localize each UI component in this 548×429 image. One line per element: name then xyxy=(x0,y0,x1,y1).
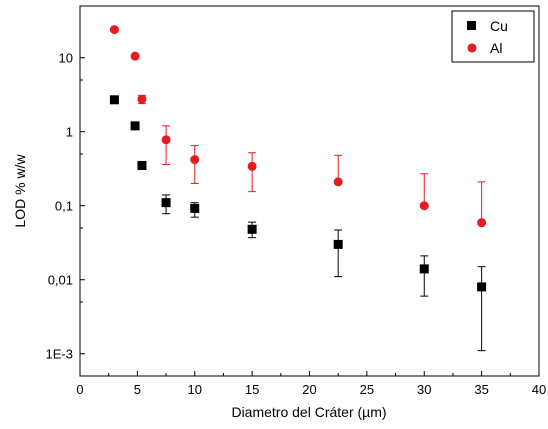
data-point-cu xyxy=(137,160,147,170)
y-tick-label: 1E-3 xyxy=(46,347,73,362)
data-point-al xyxy=(161,135,171,145)
series-al xyxy=(109,25,487,228)
series-layer xyxy=(109,25,487,352)
x-tick-label: 30 xyxy=(417,382,431,397)
x-axis-label: Diametro del Cráter (µm) xyxy=(231,404,386,420)
data-point-cu xyxy=(247,224,257,234)
x-tick-label: 0 xyxy=(76,382,83,397)
data-point-cu xyxy=(190,203,200,213)
data-point-al xyxy=(137,94,147,104)
legend-box xyxy=(451,10,535,63)
data-point-al xyxy=(419,201,429,211)
legend-label-al: Al xyxy=(490,40,502,56)
x-axis: 0 5 10 15 20 25 30 35 40 xyxy=(76,371,546,397)
data-point-cu xyxy=(477,282,487,292)
x-tick-label: 40 xyxy=(532,382,546,397)
data-point-al xyxy=(130,51,140,61)
series-cu xyxy=(109,95,487,352)
data-point-cu xyxy=(130,121,140,131)
x-tick-label: 25 xyxy=(360,382,374,397)
legend-label-cu: Cu xyxy=(490,18,508,34)
x-tick-label: 35 xyxy=(474,382,488,397)
data-point-al xyxy=(109,25,119,35)
data-point-cu xyxy=(109,95,119,105)
x-tick-label: 20 xyxy=(302,382,316,397)
x-tick-label: 5 xyxy=(134,382,141,397)
data-point-al xyxy=(190,155,200,165)
data-point-al xyxy=(333,177,343,187)
x-tick-label: 15 xyxy=(245,382,259,397)
data-point-al xyxy=(477,218,487,228)
y-tick-label: 1 xyxy=(66,125,73,140)
x-tick-label: 10 xyxy=(188,382,202,397)
data-point-cu xyxy=(161,198,171,208)
legend-marker-cu xyxy=(467,21,476,30)
data-point-cu xyxy=(419,264,429,274)
data-point-al xyxy=(247,161,257,171)
y-tick-label: 10 xyxy=(59,51,73,66)
legend: Cu Al xyxy=(451,10,535,63)
y-axis: 1E-3 0,01 0,1 1 10 xyxy=(46,51,85,362)
y-tick-label: 0,1 xyxy=(55,199,73,214)
legend-marker-al xyxy=(467,43,477,53)
data-point-cu xyxy=(333,239,343,249)
y-tick-label: 0,01 xyxy=(48,273,73,288)
y-axis-label: LOD % w/w xyxy=(12,154,28,228)
